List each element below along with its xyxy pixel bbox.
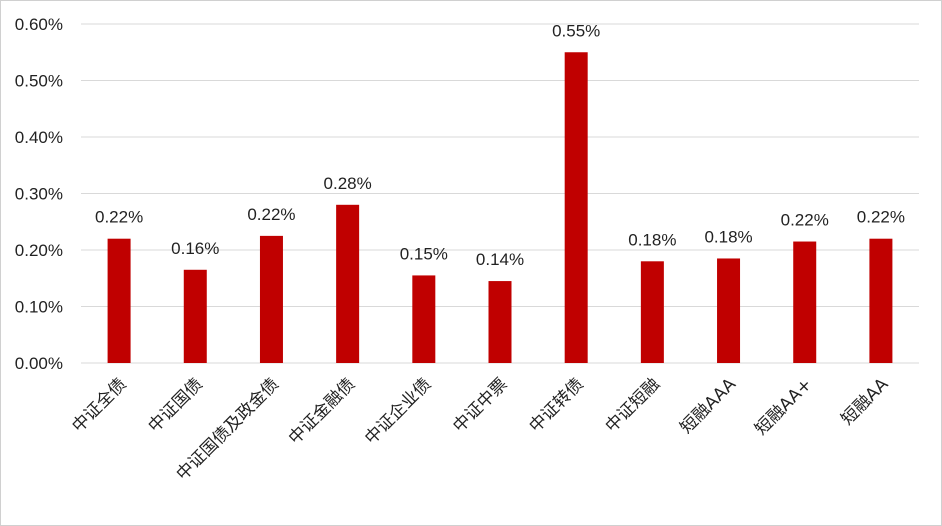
data-label: 0.22%	[857, 208, 905, 227]
y-tick-label: 0.10%	[15, 298, 63, 317]
y-tick-label: 0.30%	[15, 185, 63, 204]
category-label: 中证转债	[525, 374, 587, 436]
data-label: 0.16%	[171, 239, 219, 258]
gridlines	[81, 23, 919, 364]
category-label: 中证金融债	[285, 374, 359, 448]
bar	[717, 258, 741, 363]
data-label: 0.18%	[628, 230, 676, 249]
bar	[869, 238, 893, 363]
data-label: 0.22%	[95, 208, 143, 227]
category-label: 短融AA	[837, 374, 892, 429]
bar	[107, 238, 131, 363]
data-label: 0.28%	[324, 174, 372, 193]
category-label: 中证中票	[449, 374, 511, 436]
bars	[107, 52, 893, 363]
category-label: 中证全债	[68, 374, 130, 436]
y-tick-label: 0.60%	[15, 15, 63, 34]
data-label: 0.55%	[552, 21, 600, 40]
bar	[336, 204, 360, 363]
category-label: 中证企业债	[361, 374, 435, 448]
y-tick-label: 0.00%	[15, 354, 63, 373]
data-label: 0.22%	[247, 205, 295, 224]
y-axis-ticks: 0.00% 0.10% 0.20% 0.30% 0.40% 0.50% 0.60%	[15, 15, 63, 373]
data-label: 0.14%	[476, 250, 524, 269]
y-tick-label: 0.20%	[15, 241, 63, 260]
data-label: 0.22%	[781, 211, 829, 230]
bar	[183, 269, 207, 363]
bar	[564, 52, 588, 363]
data-label: 0.18%	[704, 227, 752, 246]
bar	[793, 241, 817, 363]
category-label: 中证短融	[602, 374, 664, 436]
category-label: 短融AA+	[751, 374, 816, 439]
data-labels: 0.22% 0.16% 0.22% 0.28% 0.15% 0.14% 0.55% 0.18%…	[95, 21, 905, 269]
y-tick-label: 0.40%	[15, 128, 63, 147]
y-tick-label: 0.50%	[15, 72, 63, 91]
bar	[488, 281, 512, 363]
bar	[259, 235, 283, 363]
bar	[412, 275, 436, 363]
bar	[640, 261, 664, 363]
category-label: 中证国债	[145, 374, 207, 436]
data-label: 0.15%	[400, 244, 448, 263]
category-label: 短融AAA	[677, 374, 741, 438]
